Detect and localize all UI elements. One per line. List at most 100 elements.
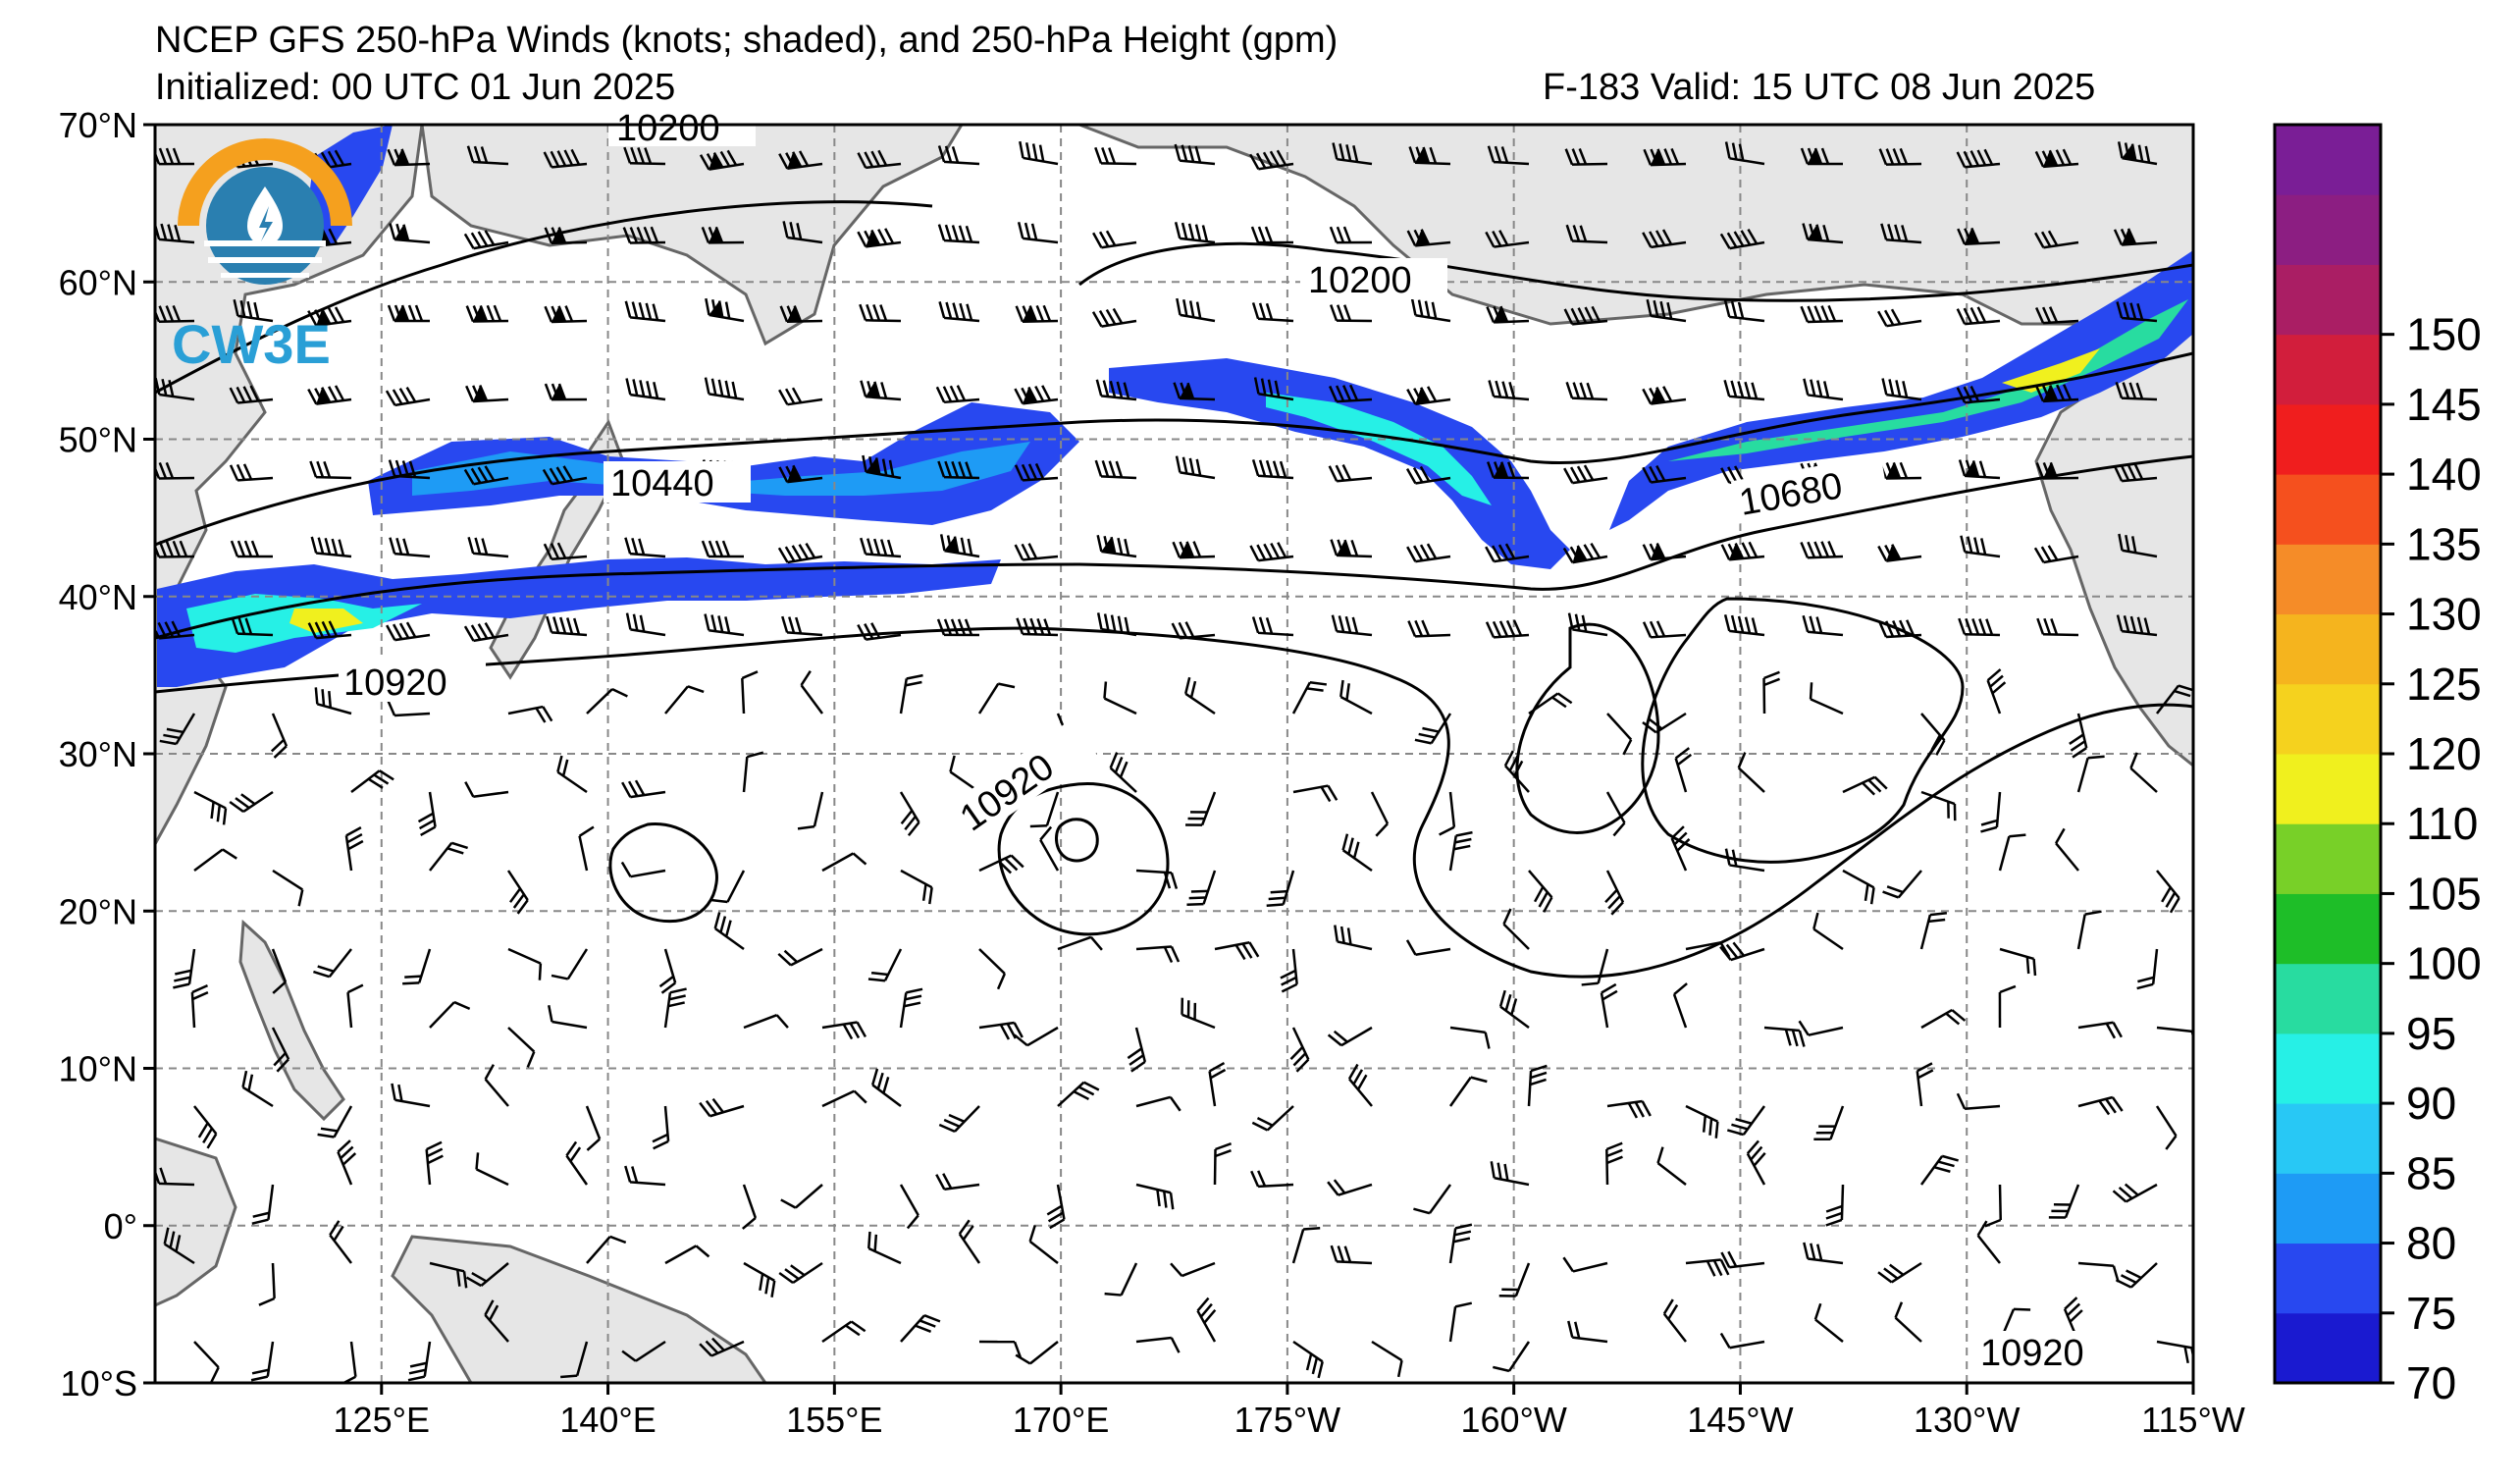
wind-barb (743, 1014, 789, 1030)
wind-barb (1016, 617, 1059, 637)
wind-barb (1413, 1184, 1452, 1215)
colorbar-swatch (2275, 823, 2381, 894)
wind-barb (560, 1341, 589, 1379)
wind-barb (1800, 304, 1844, 324)
wind-barb (937, 224, 980, 244)
wind-barb (1448, 1076, 1488, 1107)
wind-barb (388, 459, 431, 480)
wind-barb (1723, 613, 1765, 637)
wind-barb (2116, 614, 2158, 637)
wind-barb (1488, 380, 1530, 401)
wind-barb (1724, 848, 1765, 873)
wind-barb (2155, 1105, 2178, 1150)
wind-barb (1171, 621, 1216, 640)
wind-barb (777, 947, 823, 967)
wind-barb (1183, 676, 1216, 715)
wind-barb (1976, 1220, 2001, 1264)
lat-label: 10°S (61, 1363, 137, 1404)
wind-barb (1719, 1332, 1765, 1350)
wind-barb (797, 791, 824, 830)
wind-barb (1565, 382, 1608, 401)
wind-barb (229, 790, 274, 814)
wind-barb (2112, 1183, 2158, 1203)
colorbar-label: 130 (2406, 589, 2482, 640)
wind-barb (547, 1005, 588, 1030)
wind-barb (1920, 790, 1957, 821)
wind-barb (778, 387, 823, 406)
wind-barb (1800, 541, 1844, 559)
wind-barb (899, 673, 923, 715)
jet-east-arc (1109, 358, 1570, 569)
wind-barb (1174, 221, 1216, 244)
colorbar-swatch (2275, 1033, 2381, 1104)
wind-barb (2156, 870, 2180, 914)
wind-barb (1249, 542, 1294, 562)
wind-barb (713, 912, 745, 951)
wind-barb (1503, 750, 1530, 793)
wind-barb (1720, 1250, 1765, 1269)
wind-barb (1606, 1099, 1652, 1119)
wind-barb (465, 304, 509, 323)
wind-barb (1919, 1154, 1959, 1186)
valid-time: F-183 Valid: 15 UTC 08 Jun 2025 (1543, 67, 2096, 108)
wind-barb (1877, 544, 1922, 562)
colorbar-label: 140 (2406, 449, 2482, 500)
lat-label: 0° (104, 1206, 137, 1246)
wind-barb (1485, 619, 1530, 639)
contour-10920-loop (1515, 622, 1660, 834)
wind-barb (1567, 612, 1608, 637)
wind-barb (2034, 148, 2079, 169)
wind-barb (1439, 791, 1456, 836)
wind-barb (867, 948, 903, 982)
wind-barb (1564, 148, 1608, 166)
wind-barb (1486, 305, 1530, 324)
wind-barb (1196, 1297, 1217, 1343)
contour-label: 10920 (343, 662, 447, 704)
cw3e-logo: CW3E (172, 138, 352, 375)
wind-barb (1719, 941, 1765, 962)
wind-barb (1094, 146, 1137, 166)
wind-barb (900, 869, 933, 905)
wind-barb (705, 297, 745, 323)
lon-label: 130°W (1914, 1400, 2020, 1440)
wind-barb (1880, 223, 1922, 244)
wind-barb (1919, 912, 1948, 950)
contour-label: 10440 (610, 463, 714, 504)
land-new-guinea (391, 1235, 767, 1383)
wind-barb (1135, 869, 1179, 889)
lat-label: 10°N (59, 1049, 137, 1089)
contour-label: 10200 (616, 108, 720, 149)
wind-barb (1370, 791, 1390, 837)
colorbar-swatch (2275, 334, 2381, 405)
wind-barb (2076, 755, 2105, 793)
wind-barb (1800, 147, 1844, 166)
wind-barb (1809, 682, 1844, 715)
wind-barb (475, 1152, 509, 1187)
wind-barb (429, 841, 468, 872)
wind-barb (465, 385, 509, 403)
wind-barb (585, 1105, 602, 1151)
wind-barb (699, 1097, 745, 1118)
wind-barb (586, 1235, 627, 1264)
wind-barb (1332, 142, 1373, 166)
wind-barb (2069, 713, 2088, 759)
wind-barb (1646, 298, 1687, 323)
wind-barb (1670, 825, 1691, 872)
wind-barb (1956, 386, 2001, 404)
wind-barb (350, 769, 394, 793)
wind-barb (1878, 147, 1922, 166)
wind-barb (1813, 1105, 1845, 1141)
wind-barb (193, 790, 228, 825)
colorbar-label: 70 (2406, 1357, 2456, 1408)
wind-barb (624, 300, 666, 323)
wind-barb (1253, 377, 1294, 401)
colorbar-swatch (2275, 474, 2381, 545)
wind-barb (1015, 304, 1059, 323)
wind-barb (1802, 614, 1844, 637)
wind-barb (1181, 997, 1216, 1030)
contour-high-central-inner (1054, 818, 1099, 863)
wind-barb (778, 150, 823, 170)
wind-barb (899, 791, 920, 837)
